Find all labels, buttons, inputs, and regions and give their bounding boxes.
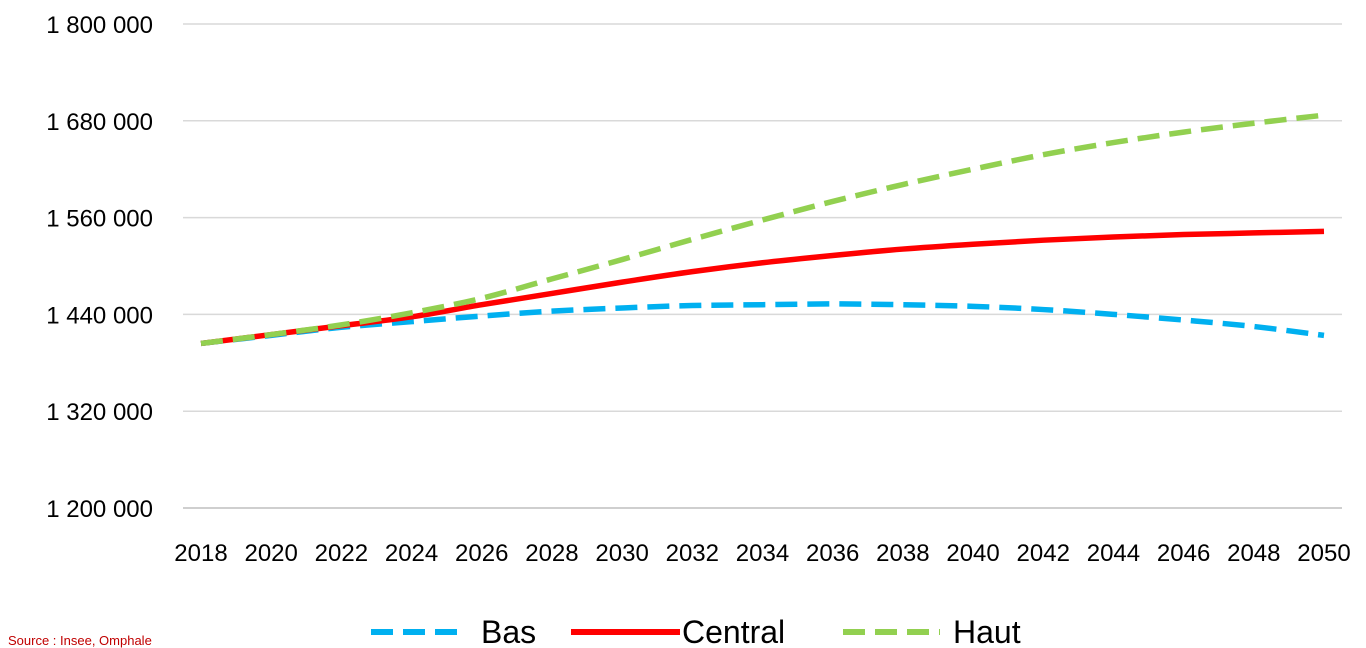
legend-label-haut: Haut: [953, 614, 1021, 647]
x-tick-label: 2030: [595, 540, 648, 567]
x-tick-label: 2036: [806, 540, 859, 567]
series-lines: [200, 112, 1325, 347]
y-axis: 1 200 000 1 320 000 1 440 000 1 560 000 1 68…: [46, 12, 153, 523]
gridlines: [183, 23, 1342, 509]
x-tick-label: 2034: [736, 540, 789, 567]
x-tick-label: 2018: [174, 540, 227, 567]
y-tick-label: 1 440 000: [46, 302, 153, 329]
source-note: Source : Insee, Omphale: [8, 633, 152, 648]
x-tick-label: 2050: [1297, 540, 1350, 567]
y-tick-label: 1 680 000: [46, 109, 153, 136]
x-tick-label: 2020: [244, 540, 297, 567]
legend-label-bas: Bas: [481, 614, 536, 647]
y-tick-label: 1 320 000: [46, 399, 153, 426]
x-tick-label: 2044: [1087, 540, 1140, 567]
x-tick-label: 2042: [1017, 540, 1070, 567]
x-tick-label: 2024: [385, 540, 438, 567]
x-tick-label: 2022: [315, 540, 368, 567]
x-tick-label: 2028: [525, 540, 578, 567]
x-tick-label: 2026: [455, 540, 508, 567]
legend: Bas Central Haut: [371, 614, 1021, 647]
x-tick-label: 2032: [666, 540, 719, 567]
y-tick-label: 1 560 000: [46, 206, 153, 233]
series-line-haut: [200, 112, 1325, 347]
x-tick-label: 2040: [946, 540, 999, 567]
legend-label-central: Central: [682, 614, 785, 647]
x-tick-label: 2038: [876, 540, 929, 567]
series-line-central: [200, 228, 1325, 347]
series-line-bas: [200, 301, 1325, 347]
x-tick-label: 2048: [1227, 540, 1280, 567]
x-tick-label: 2046: [1157, 540, 1210, 567]
y-tick-label: 1 800 000: [46, 12, 153, 39]
x-axis: 2018 2020 2022 2024 2026 2028 2030 2032 2034 2036…: [174, 540, 1350, 567]
y-tick-label: 1 200 000: [46, 496, 153, 523]
